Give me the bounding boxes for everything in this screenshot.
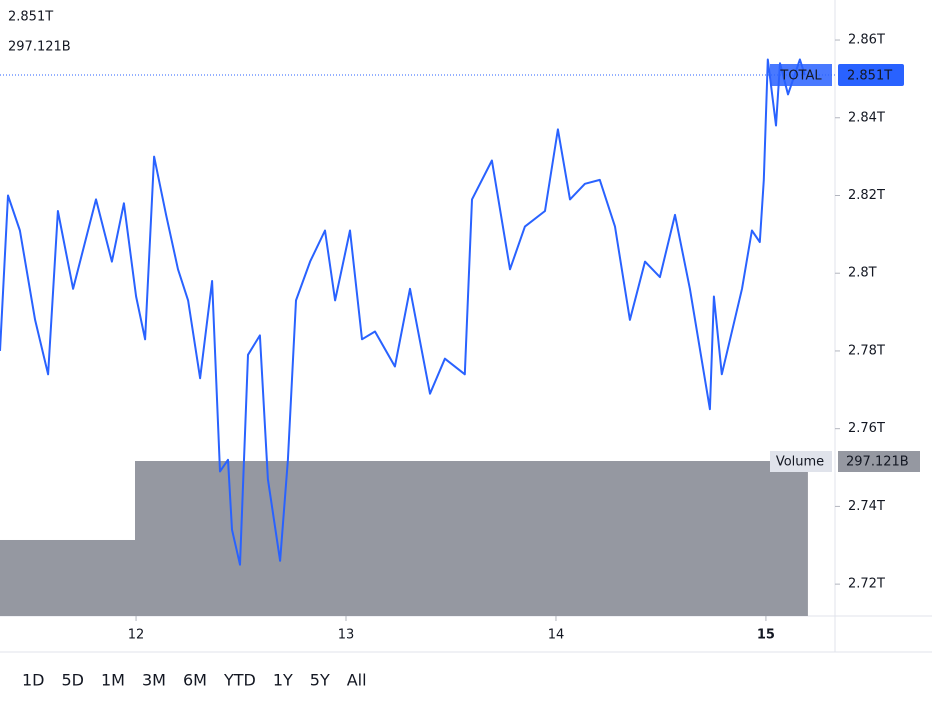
- volume-label-box: [838, 450, 920, 472]
- range-button[interactable]: 5Y: [310, 671, 330, 690]
- y-tick-label: 2.74T: [848, 499, 885, 514]
- series-name: TOTAL: [779, 69, 822, 84]
- price-line: [0, 58, 806, 566]
- legend-volume: 297.121B: [8, 40, 71, 55]
- x-tick-label: 14: [548, 628, 565, 643]
- price-label: 2.851T: [847, 69, 892, 84]
- series-name-box: [770, 64, 832, 87]
- price-label-box: [838, 64, 904, 87]
- y-tick-label: 2.84T: [848, 110, 885, 125]
- range-button[interactable]: 3M: [142, 671, 166, 690]
- x-tick-label: 15: [757, 628, 775, 643]
- range-button[interactable]: YTD: [223, 671, 256, 690]
- range-button[interactable]: 6M: [183, 671, 207, 690]
- legend-price: 2.851T: [8, 10, 53, 25]
- volume-bar: [135, 460, 808, 616]
- x-tick-label: 13: [338, 628, 355, 643]
- volume-name-box: [770, 450, 832, 472]
- y-tick-label: 2.8T: [848, 266, 877, 281]
- y-tick-label: 2.76T: [848, 421, 885, 436]
- range-button[interactable]: 5D: [62, 671, 85, 690]
- x-tick-label: 12: [128, 628, 145, 643]
- range-button[interactable]: 1M: [101, 671, 125, 690]
- range-button[interactable]: 1Y: [273, 671, 293, 690]
- volume-name: Volume: [776, 454, 824, 469]
- range-button[interactable]: All: [347, 671, 367, 690]
- volume-bar: [0, 539, 136, 616]
- range-button[interactable]: 1D: [22, 671, 45, 690]
- y-tick-label: 2.82T: [848, 188, 885, 203]
- y-tick-label: 2.72T: [848, 577, 885, 592]
- volume-label: 297.121B: [846, 454, 909, 469]
- y-tick-label: 2.86T: [848, 33, 885, 48]
- y-tick-label: 2.78T: [848, 343, 885, 358]
